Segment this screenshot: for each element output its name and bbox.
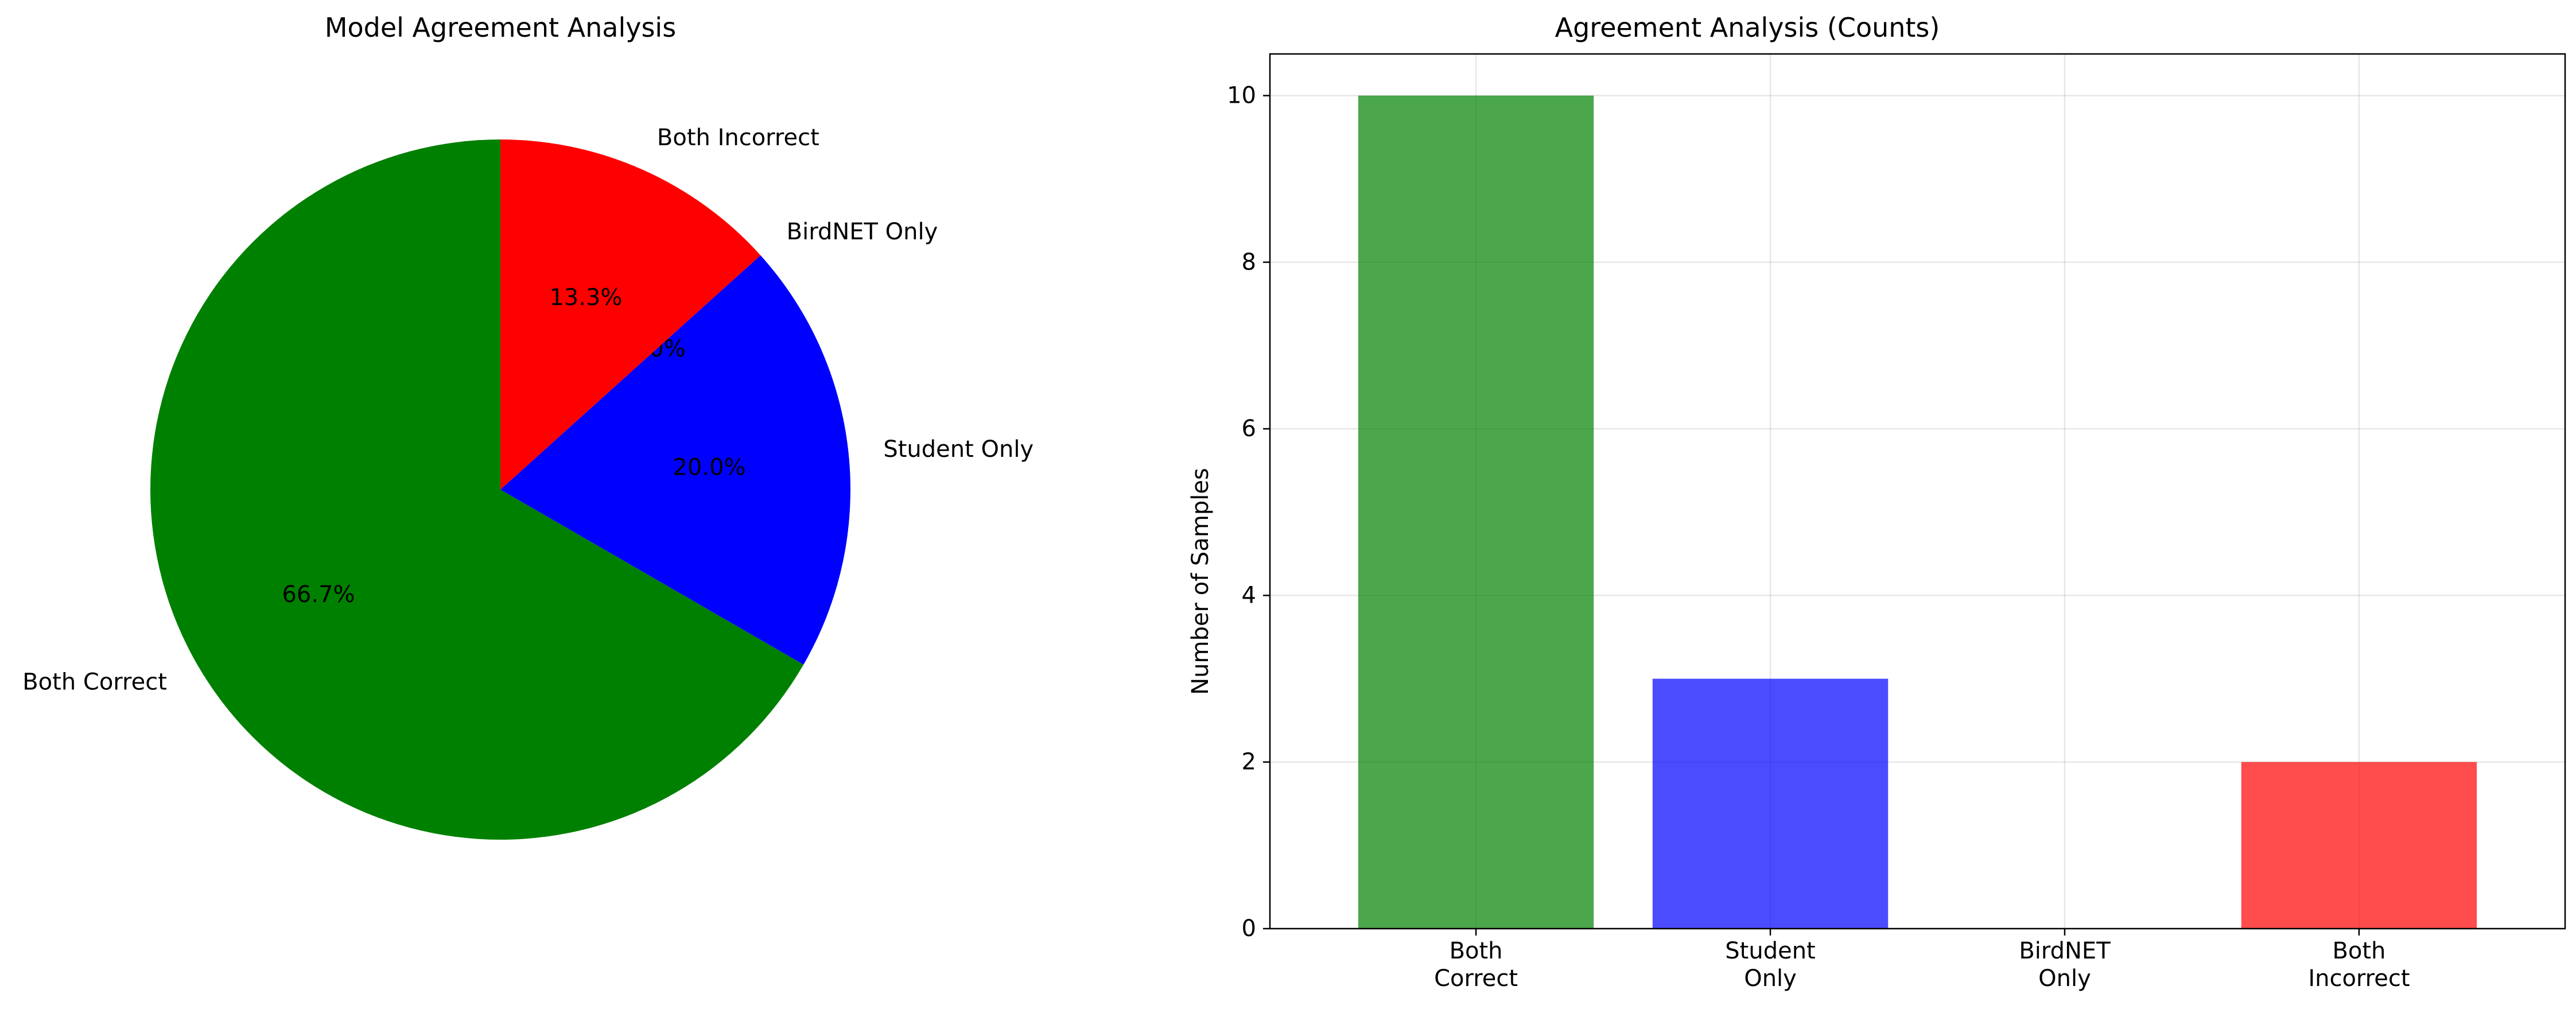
pie-slice-label: Both Correct: [22, 669, 167, 696]
bar-chart-bars: [1358, 95, 2477, 929]
y-tick-label: 8: [1242, 249, 1256, 275]
pie-percent-label: 13.3%: [549, 285, 622, 311]
x-tick-label: Both Incorrect: [2308, 938, 2410, 992]
pie-slice-label: BirdNET Only: [787, 219, 938, 245]
x-tick-label: Student Only: [1725, 938, 1815, 992]
pie-slice: [500, 255, 850, 665]
pie-percent-label: 66.7%: [282, 581, 355, 608]
x-tick-label: Both Correct: [1434, 938, 1518, 992]
bar: [1652, 678, 1889, 929]
bar: [1358, 95, 1594, 929]
bar-chart-title: Agreement Analysis (Counts): [1555, 12, 1940, 43]
pie-slice: [500, 139, 761, 490]
bar-chart-frame: [1269, 53, 2566, 930]
x-tick-label: BirdNET Only: [2019, 938, 2111, 992]
pie-chart: Model Agreement Analysis Both Correct 66.…: [22, 12, 1033, 840]
bar-chart-ticks: 0 2 4 6 8 10 Both Correct Student Only BirdNET Only…: [1227, 83, 2410, 992]
bar-chart-axes: [1269, 53, 2566, 930]
y-tick-label: 6: [1242, 416, 1256, 442]
y-tick-label: 4: [1242, 582, 1256, 608]
y-axis-label: Number of Samples: [1187, 468, 1214, 695]
y-tick-label: 10: [1227, 83, 1256, 109]
y-tick-label: 2: [1242, 749, 1256, 775]
bar-chart: Agreement Analysis (Counts) 0 2 4 6 8 10 Both C…: [1187, 12, 2566, 992]
pie-chart-title: Model Agreement Analysis: [325, 12, 676, 43]
bar: [2241, 762, 2477, 929]
pie-percent-label: 20.0%: [673, 455, 745, 481]
pie-slice: [150, 139, 804, 840]
y-tick-label: 0: [1242, 915, 1256, 942]
pie-slice-label: Student Only: [883, 436, 1033, 463]
pie-slice-label: Both Incorrect: [657, 125, 819, 151]
